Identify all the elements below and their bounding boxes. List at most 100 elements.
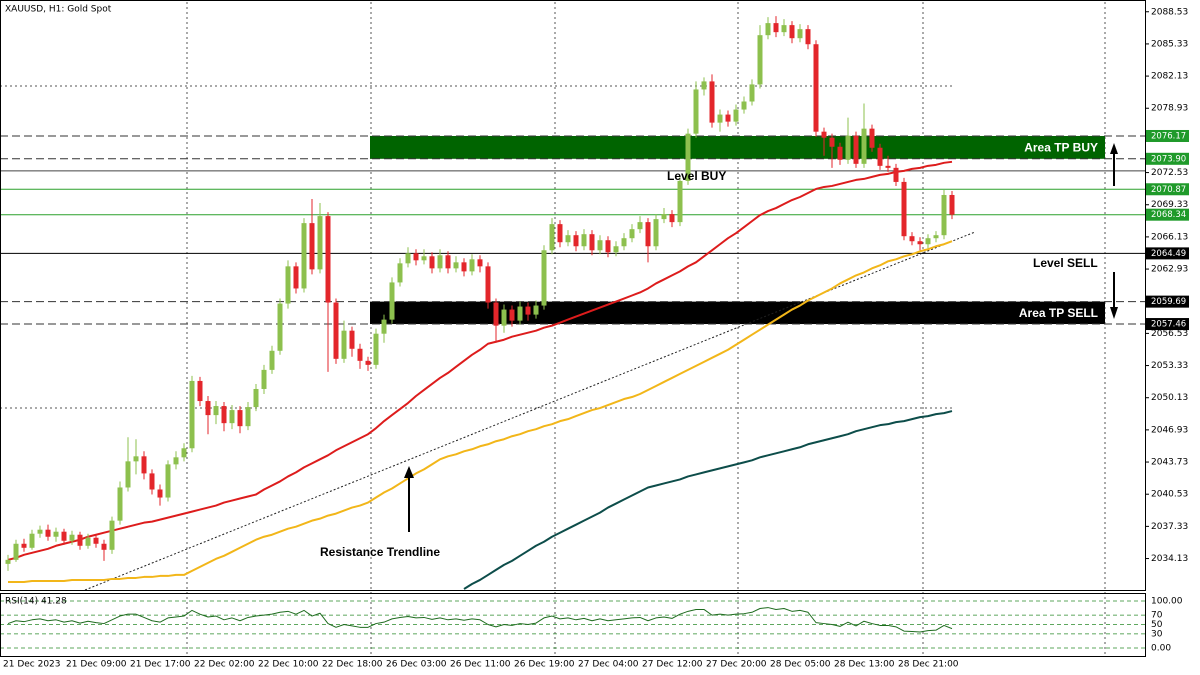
x-tick-label: 21 Dec 2023 (3, 660, 61, 670)
x-tick-label: 22 Dec 02:00 (194, 660, 255, 670)
y-tick-label: 2062.93 (1151, 265, 1188, 275)
candle-body (653, 219, 659, 247)
candle-body (893, 167, 899, 182)
candle-body (181, 448, 187, 458)
candle-body (613, 246, 619, 253)
y-tick-label: 2085.33 (1151, 39, 1188, 49)
candle-body (805, 29, 811, 45)
candle-body (317, 216, 323, 270)
candle-body (565, 235, 571, 243)
candle-body (589, 234, 595, 251)
price-tag-label: 2076.17 (1151, 131, 1186, 141)
candle-body (445, 255, 451, 269)
candle-body (261, 369, 267, 389)
candle-body (469, 259, 475, 272)
price-tag (1146, 152, 1189, 165)
candle-body (797, 29, 803, 39)
candle-body (173, 457, 179, 465)
zones: Area TP BUY Area TP SELL (370, 135, 1105, 325)
candle-body (605, 240, 611, 253)
arrow-head (1110, 143, 1118, 154)
candle-body (325, 216, 331, 303)
price-tag (1146, 247, 1189, 260)
level-sell-label: Level SELL (1033, 256, 1098, 270)
candle-body (533, 305, 539, 315)
y-tick-label: 2043.73 (1151, 458, 1188, 468)
candle-body (389, 282, 395, 320)
candle-body (661, 214, 667, 220)
candle-body (229, 410, 235, 424)
time-axis: 21 Dec 2023 21 Dec 09:00 21 Dec 17:00 22 De… (3, 660, 959, 670)
candle-body (845, 135, 851, 160)
levels (0, 135, 1145, 325)
rsi-tick-label: 0.00 (1151, 644, 1171, 654)
x-tick-label: 21 Dec 17:00 (130, 660, 191, 670)
price-tag-label: 2073.90 (1151, 154, 1186, 164)
candle-body (125, 461, 131, 488)
candle-body (637, 222, 643, 230)
candle-body (765, 23, 771, 36)
y-tick-label: 2072.53 (1151, 168, 1188, 178)
candles (5, 16, 955, 571)
candle-body (285, 266, 291, 304)
level-buy-label: Level BUY (667, 169, 726, 183)
y-tick-label: 2037.33 (1151, 522, 1188, 532)
price-tag (1146, 183, 1189, 196)
price-axis: 2088.53 2085.33 2082.13 2078.93 2072.53 2069.… (1145, 7, 1189, 654)
zone (370, 301, 1105, 325)
candle-body (741, 101, 747, 110)
candle-body (461, 262, 467, 272)
candle-body (477, 259, 483, 267)
candle-body (909, 236, 915, 242)
y-tick-label: 2069.33 (1151, 200, 1188, 210)
price-tag (1146, 129, 1189, 142)
candle-body (525, 306, 531, 315)
x-tick-label: 26 Dec 19:00 (514, 660, 575, 670)
y-tick-label: 2050.13 (1151, 393, 1188, 403)
candle-body (629, 229, 635, 239)
candle-body (685, 133, 691, 181)
arrow-head (1110, 307, 1118, 319)
candle-body (429, 256, 435, 269)
candle-body (381, 319, 387, 334)
candle-body (77, 534, 83, 546)
candle-body (597, 240, 603, 251)
candle-body (69, 534, 75, 541)
candle-body (405, 253, 411, 264)
candle-body (245, 407, 251, 427)
candle-body (341, 330, 347, 359)
candle-body (725, 114, 731, 122)
candle-body (933, 235, 939, 239)
y-tick-label: 2078.93 (1151, 104, 1188, 114)
candle-body (221, 406, 227, 424)
candle-body (45, 529, 51, 537)
rsi-tick-label: 100.00 (1151, 596, 1183, 606)
candle-body (357, 348, 363, 361)
candle-body (581, 234, 587, 247)
price-tag (1146, 295, 1189, 308)
candle-body (709, 81, 715, 123)
moving-average (7, 160, 953, 561)
candle-body (93, 537, 99, 544)
x-tick-label: 28 Dec 05:00 (770, 660, 831, 670)
candle-body (101, 543, 107, 550)
x-tick-label: 28 Dec 21:00 (898, 660, 959, 670)
candle-body (141, 456, 147, 474)
price-tag-label: 2059.69 (1151, 297, 1186, 307)
chart-title: XAUUSD, H1: Gold Spot (5, 5, 112, 15)
candle-body (669, 214, 675, 223)
x-tick-label: 28 Dec 13:00 (834, 660, 895, 670)
zone (370, 135, 1105, 159)
moving-average (463, 410, 953, 590)
candle-body (813, 44, 819, 132)
candle-body (237, 410, 243, 427)
trendline-label: Resistance Trendline (320, 545, 440, 559)
candle-body (941, 194, 947, 236)
candle-body (5, 559, 11, 564)
y-tick-label: 2088.53 (1151, 7, 1188, 17)
candle-body (157, 489, 163, 498)
candle-body (189, 380, 195, 449)
y-tick-label: 2066.13 (1151, 232, 1188, 242)
x-tick-label: 22 Dec 18:00 (322, 660, 383, 670)
